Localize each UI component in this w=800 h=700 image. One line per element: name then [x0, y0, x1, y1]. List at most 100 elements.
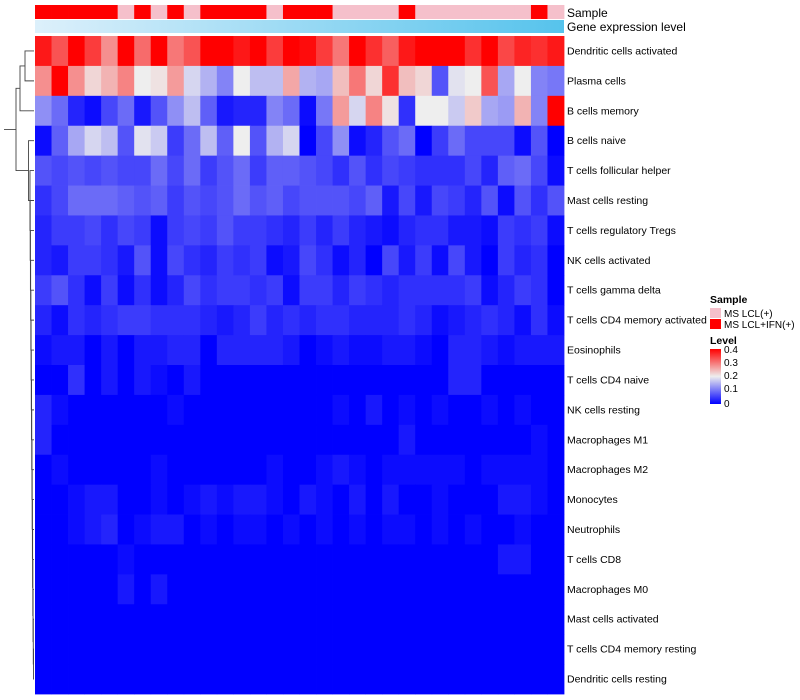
- heatmap-cell: [547, 65, 565, 97]
- heatmap-cell: [134, 185, 152, 216]
- heatmap-cell: [415, 574, 433, 605]
- heatmap-cell: [183, 36, 201, 67]
- heatmap-cell: [464, 125, 482, 157]
- heatmap-cell: [464, 544, 482, 575]
- heatmap-cell: [266, 185, 284, 216]
- heatmap-cell: [183, 454, 201, 486]
- heatmap-cell: [497, 65, 515, 97]
- heatmap-cell: [167, 125, 185, 157]
- heatmap-cell: [547, 424, 565, 456]
- heatmap-cell: [365, 365, 383, 396]
- heatmap-cell: [134, 245, 152, 276]
- heatmap-cell: [382, 574, 400, 605]
- heatmap-cell: [150, 36, 168, 67]
- heatmap-cell: [332, 424, 350, 456]
- heatmap-cell: [200, 484, 218, 515]
- row-labels: Dendritic cells activated Plasma cells B c…: [567, 45, 707, 685]
- heatmap-cell: [464, 36, 482, 67]
- heatmap-cell: [448, 335, 466, 366]
- heatmap-cell: [448, 514, 466, 545]
- heatmap-cell: [266, 365, 284, 396]
- sample-annotation-cell: [514, 5, 532, 19]
- heatmap-cell: [282, 424, 300, 456]
- heatmap-cell: [84, 275, 102, 306]
- heatmap-cell: [365, 275, 383, 306]
- heatmap-cell: [266, 604, 284, 635]
- heatmap-cell: [464, 634, 482, 665]
- heatmap-cell: [134, 454, 152, 486]
- heatmap-cell: [530, 215, 548, 246]
- row-label: Mast cells resting: [567, 195, 648, 207]
- heatmap-cell: [200, 125, 218, 157]
- heatmap-cell: [547, 604, 565, 635]
- heatmap-cell: [216, 305, 234, 336]
- heatmap-cell: [497, 125, 515, 157]
- heatmap-cell: [481, 125, 499, 157]
- heatmap-cell: [514, 365, 532, 396]
- heatmap-cell: [415, 664, 433, 695]
- sample-annotation-cell: [365, 5, 383, 19]
- heatmap-cell: [249, 275, 267, 306]
- heatmap-cell: [216, 424, 234, 456]
- heatmap-cell: [448, 185, 466, 216]
- heatmap-cell: [35, 245, 52, 276]
- heatmap-cell: [481, 424, 499, 456]
- heatmap-cell: [266, 215, 284, 246]
- heatmap-cell: [464, 664, 482, 695]
- heatmap-cell: [233, 365, 251, 396]
- heatmap-cell: [233, 215, 251, 246]
- heatmap-cell: [530, 245, 548, 276]
- legend-level: Level 0.4 0.3 0.2 0.1 0: [710, 335, 738, 410]
- row-label: T cells CD8: [567, 554, 621, 566]
- heatmap-cell: [35, 664, 52, 695]
- heatmap-cell: [365, 215, 383, 246]
- heatmap-cell: [431, 335, 449, 366]
- heatmap-cell: [431, 664, 449, 695]
- heatmap-cell: [530, 155, 548, 186]
- heatmap-cell: [282, 634, 300, 665]
- sample-annotation-cell: [398, 5, 416, 19]
- row-label: Dendritic cells resting: [567, 674, 667, 686]
- heatmap-cell: [481, 245, 499, 276]
- heatmap-cell: [101, 514, 119, 545]
- heatmap-cell: [84, 95, 102, 127]
- heatmap-cell: [249, 125, 267, 157]
- legend-tick-0-2: 0.2: [724, 371, 738, 382]
- heatmap-cell: [117, 484, 135, 515]
- heatmap-cell: [35, 484, 52, 515]
- heatmap-cell: [497, 335, 515, 366]
- heatmap-cell: [200, 215, 218, 246]
- legend-label-ms-lcl-ifn: MS LCL+IFN(+): [724, 320, 795, 331]
- heatmap-cell: [167, 185, 185, 216]
- heatmap-cell: [464, 215, 482, 246]
- heatmap-cell: [68, 604, 85, 635]
- heatmap-cell: [349, 365, 367, 396]
- heatmap-cell: [448, 544, 466, 575]
- heatmap-cell: [431, 65, 449, 97]
- heatmap-cell: [101, 424, 119, 456]
- heatmap-cell: [150, 394, 168, 426]
- heatmap-cell: [431, 305, 449, 336]
- heatmap-cell: [332, 245, 350, 276]
- heatmap-cell: [167, 275, 185, 306]
- heatmap-cell: [316, 574, 333, 605]
- heatmap-cell: [233, 574, 251, 605]
- dendrogram-branch: [15, 87, 29, 172]
- heatmap-cell: [316, 335, 333, 366]
- heatmap-cell: [134, 604, 152, 635]
- heatmap-cell: [35, 514, 52, 545]
- heatmap-cell: [117, 394, 135, 426]
- heatmap-cell: [316, 634, 333, 665]
- heatmap-cell: [431, 544, 449, 575]
- heatmap-cell: [249, 544, 267, 575]
- row-label: NK cells resting: [567, 404, 640, 416]
- heatmap-cell: [51, 454, 69, 486]
- heatmap-cell: [183, 155, 201, 186]
- heatmap-cell: [514, 36, 532, 67]
- heatmap-cell: [349, 574, 367, 605]
- heatmap-cell: [398, 215, 416, 246]
- heatmap-cell: [382, 424, 400, 456]
- heatmap-cell: [51, 155, 69, 186]
- heatmap-cell: [68, 65, 85, 97]
- heatmap-cell: [117, 544, 135, 575]
